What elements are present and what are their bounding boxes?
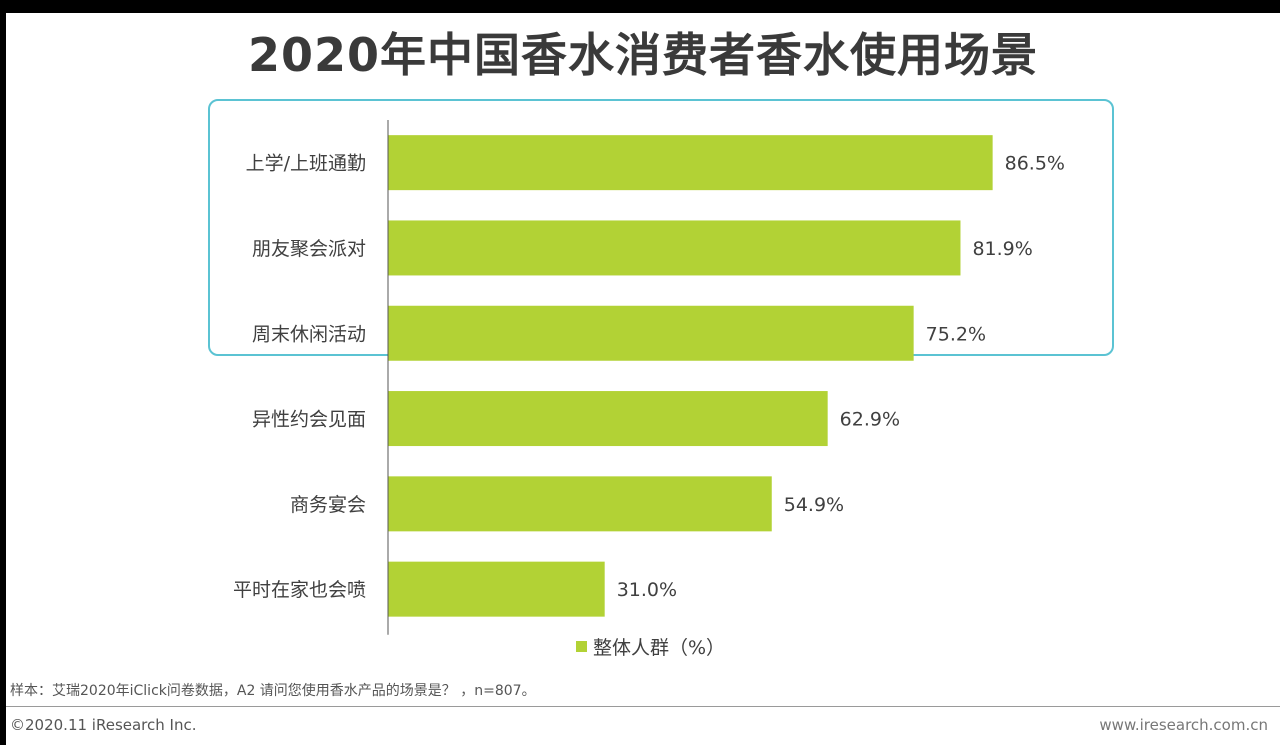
bar	[388, 135, 993, 191]
bar	[388, 476, 772, 532]
bar	[388, 561, 605, 617]
value-label: 75.2%	[926, 323, 986, 345]
category-label: 周末休闲活动	[252, 323, 366, 345]
value-label: 81.9%	[972, 238, 1032, 260]
chart-title: 2020年中国香水消费者香水使用场景	[247, 28, 1039, 82]
bar	[388, 391, 828, 447]
legend: 整体人群（%）	[576, 633, 725, 660]
footer-divider	[6, 706, 1280, 707]
category-label: 商务宴会	[290, 493, 366, 516]
value-label: 62.9%	[840, 409, 900, 431]
legend-label: 整体人群（%）	[593, 637, 726, 659]
source-note: 样本：艾瑞2020年iClick问卷数据，A2 请问您使用香水产品的场景是？ ，…	[10, 683, 536, 699]
category-label: 上学/上班通勤	[246, 153, 366, 175]
category-label: 朋友聚会派对	[252, 238, 366, 260]
value-label: 54.9%	[784, 494, 844, 516]
bar-chart: 上学/上班通勤 86.5% 朋友聚会派对 81.9% 周末休闲活动 75.2% 异性约会见面…	[233, 120, 1065, 635]
value-label: 86.5%	[1005, 153, 1065, 175]
legend-swatch	[576, 641, 587, 652]
category-label: 平时在家也会喷	[233, 579, 366, 601]
copyright: ©2020.11 iResearch Inc.	[10, 716, 197, 734]
bar	[388, 305, 914, 361]
bar	[388, 220, 961, 276]
value-label: 31.0%	[617, 579, 677, 601]
website-link[interactable]: www.iresearch.com.cn	[1099, 716, 1268, 734]
slide: 2020年中国香水消费者香水使用场景 上学/上班通勤 86.5% 朋友聚会派对 81.…	[6, 13, 1280, 745]
category-label: 异性约会见面	[252, 409, 366, 431]
